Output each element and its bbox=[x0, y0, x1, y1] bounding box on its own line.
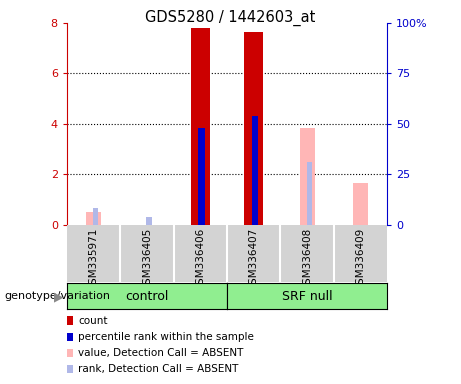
Bar bbox=[307, 162, 312, 225]
Text: GDS5280 / 1442603_at: GDS5280 / 1442603_at bbox=[145, 10, 316, 26]
Bar bbox=[353, 183, 368, 225]
Bar bbox=[147, 217, 152, 225]
Text: value, Detection Call = ABSENT: value, Detection Call = ABSENT bbox=[78, 348, 244, 358]
Text: GSM336409: GSM336409 bbox=[355, 227, 366, 291]
Bar bbox=[244, 32, 263, 225]
Text: control: control bbox=[125, 290, 169, 303]
Text: GSM336408: GSM336408 bbox=[302, 227, 312, 291]
Text: ▶: ▶ bbox=[54, 290, 64, 303]
Text: GSM336407: GSM336407 bbox=[249, 227, 259, 291]
Bar bbox=[300, 127, 314, 225]
Text: GSM336405: GSM336405 bbox=[142, 227, 152, 291]
Bar bbox=[252, 116, 258, 225]
Text: SRF null: SRF null bbox=[282, 290, 332, 303]
Bar bbox=[93, 208, 98, 225]
Text: percentile rank within the sample: percentile rank within the sample bbox=[78, 332, 254, 342]
Text: GSM335971: GSM335971 bbox=[89, 227, 99, 291]
Text: rank, Detection Call = ABSENT: rank, Detection Call = ABSENT bbox=[78, 364, 239, 374]
Bar bbox=[86, 212, 101, 225]
Text: count: count bbox=[78, 316, 108, 326]
Text: genotype/variation: genotype/variation bbox=[5, 291, 111, 301]
Text: GSM336406: GSM336406 bbox=[195, 227, 205, 291]
Bar bbox=[198, 127, 205, 225]
Bar bbox=[191, 28, 210, 225]
